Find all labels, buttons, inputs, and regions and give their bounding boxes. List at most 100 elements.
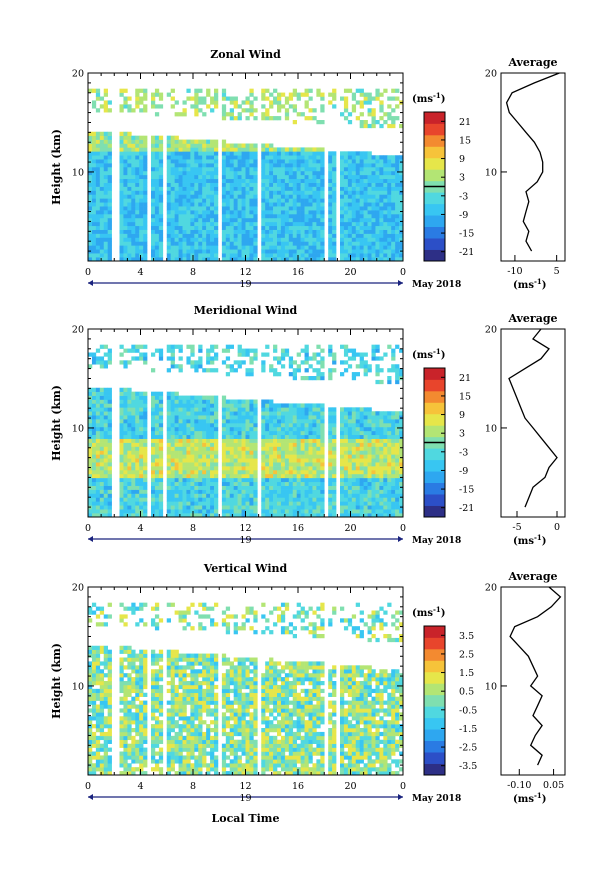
heatmap-cell bbox=[312, 147, 317, 152]
heatmap-cell bbox=[143, 233, 148, 238]
heatmap-cell bbox=[328, 493, 333, 498]
heatmap-cell bbox=[308, 497, 313, 502]
heatmap-cell bbox=[320, 407, 325, 412]
heatmap-cell bbox=[292, 198, 297, 203]
heatmap-cell bbox=[237, 489, 242, 494]
heatmap-cell bbox=[103, 497, 108, 502]
heatmap-cell bbox=[249, 151, 254, 156]
heatmap-cell bbox=[166, 190, 171, 195]
heatmap-cell bbox=[143, 493, 148, 498]
heatmap-cell bbox=[308, 159, 313, 164]
heatmap-cell bbox=[135, 450, 140, 455]
heatmap-cell bbox=[210, 178, 215, 183]
heatmap-cell bbox=[249, 372, 254, 377]
heatmap-cell bbox=[284, 170, 290, 176]
heatmap-cell bbox=[280, 509, 286, 514]
heatmap-cell bbox=[277, 481, 282, 486]
heatmap-cell bbox=[399, 489, 404, 494]
heatmap-cell bbox=[103, 163, 108, 168]
heatmap-cell bbox=[131, 221, 136, 227]
heatmap-cell bbox=[351, 493, 357, 498]
heatmap-cell bbox=[273, 151, 278, 156]
heatmap-cell bbox=[91, 253, 97, 258]
heatmap-cell bbox=[273, 225, 278, 230]
heatmap-cell bbox=[182, 430, 187, 436]
heatmap-cell bbox=[304, 454, 309, 459]
heatmap-cell bbox=[367, 170, 372, 176]
heatmap-cell bbox=[127, 249, 132, 254]
heatmap-cell bbox=[371, 241, 376, 246]
heatmap-cell bbox=[395, 190, 400, 195]
heatmap-cell bbox=[127, 198, 132, 203]
heatmap-cell bbox=[99, 96, 105, 101]
heatmap-cell bbox=[312, 430, 317, 436]
heatmap-cell bbox=[186, 423, 191, 428]
heatmap-cell bbox=[308, 155, 313, 160]
heatmap-cell bbox=[99, 415, 105, 420]
heatmap-cell bbox=[178, 151, 183, 156]
heatmap-cell bbox=[395, 225, 400, 230]
heatmap-cell bbox=[395, 210, 400, 215]
heatmap-cell bbox=[351, 155, 357, 160]
heatmap-cell bbox=[316, 497, 321, 502]
heatmap-cell bbox=[229, 206, 234, 211]
heatmap-cell bbox=[351, 249, 357, 254]
heatmap-cell bbox=[190, 143, 195, 148]
heatmap-cell bbox=[214, 458, 219, 463]
heatmap-cell bbox=[190, 450, 195, 455]
heatmap-cell bbox=[214, 415, 219, 420]
heatmap-cell bbox=[198, 411, 203, 416]
heatmap-cell bbox=[127, 454, 132, 459]
heatmap-cell bbox=[253, 206, 258, 211]
heatmap-cell bbox=[221, 104, 227, 109]
heatmap-cell bbox=[253, 170, 258, 176]
heatmap-cell bbox=[151, 217, 156, 223]
heatmap-cell bbox=[198, 513, 203, 518]
heatmap-cell bbox=[375, 202, 380, 207]
heatmap-cell bbox=[198, 446, 203, 451]
heatmap-cell bbox=[367, 155, 372, 160]
heatmap-cell bbox=[194, 202, 199, 207]
heatmap-cell bbox=[221, 348, 227, 353]
heatmap-cell bbox=[233, 423, 238, 428]
heatmap-cell bbox=[154, 217, 160, 223]
heatmap-cell bbox=[166, 174, 171, 180]
heatmap-cell bbox=[186, 438, 191, 443]
heatmap-cell bbox=[395, 501, 400, 506]
heatmap-cell bbox=[351, 217, 357, 223]
heatmap-cell bbox=[343, 194, 349, 199]
heatmap-cell bbox=[190, 249, 195, 254]
heatmap-cell bbox=[292, 225, 297, 230]
heatmap-cell bbox=[194, 147, 199, 152]
heatmap-cell bbox=[233, 198, 238, 203]
heatmap-cell bbox=[119, 108, 124, 113]
heatmap-cell bbox=[143, 245, 148, 250]
heatmap-cell bbox=[280, 493, 286, 498]
heatmap-cell bbox=[182, 403, 187, 408]
heatmap-cell bbox=[249, 206, 254, 211]
heatmap-cell bbox=[151, 352, 156, 357]
heatmap-cell bbox=[395, 473, 400, 479]
heatmap-cell bbox=[355, 466, 360, 471]
heatmap-cell bbox=[387, 458, 392, 463]
heatmap-cell bbox=[332, 493, 337, 498]
heatmap-cell bbox=[135, 155, 140, 160]
heatmap-cell bbox=[371, 229, 376, 234]
heatmap-cell bbox=[395, 493, 400, 498]
heatmap-cell bbox=[143, 454, 148, 459]
heatmap-cell bbox=[312, 241, 317, 246]
heatmap-cell bbox=[166, 194, 171, 199]
heatmap-cell bbox=[261, 407, 266, 412]
heatmap-cell bbox=[367, 163, 372, 168]
heatmap-cell bbox=[91, 430, 97, 436]
heatmap-cell bbox=[99, 198, 105, 203]
heatmap-cell bbox=[332, 182, 337, 187]
heatmap-cell bbox=[273, 509, 278, 514]
heatmap-cell bbox=[320, 470, 325, 475]
heatmap-cell bbox=[225, 159, 231, 164]
heatmap-cell bbox=[383, 237, 388, 242]
heatmap-cell bbox=[332, 155, 337, 160]
heatmap-cell bbox=[127, 446, 132, 451]
heatmap-cell bbox=[88, 147, 93, 152]
heatmap-cell bbox=[221, 88, 227, 93]
